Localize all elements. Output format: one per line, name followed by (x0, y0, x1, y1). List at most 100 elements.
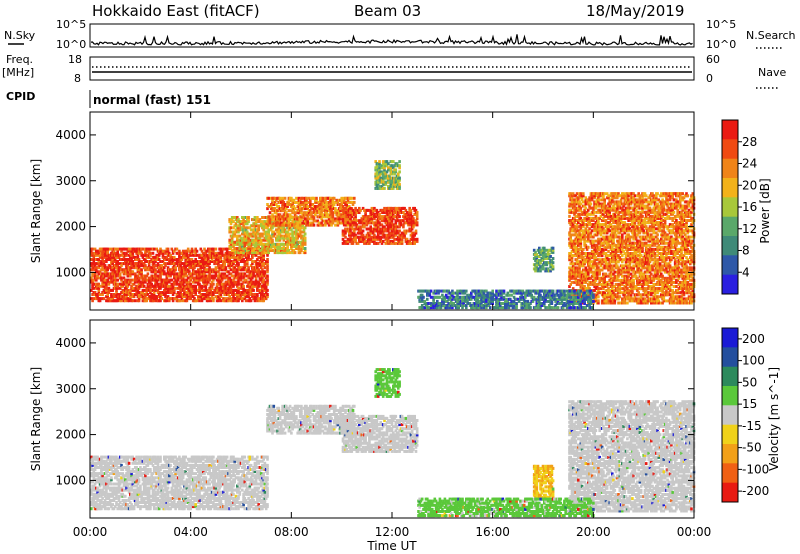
data-cell (322, 205, 326, 208)
data-cell (202, 295, 205, 299)
cpid-label: CPID (6, 90, 35, 103)
data-cell (197, 297, 200, 301)
data-cell (131, 260, 135, 263)
data-cell (189, 286, 192, 290)
data-cell (383, 233, 386, 237)
data-cell (248, 272, 252, 276)
data-cell (202, 288, 205, 292)
data-cell (248, 251, 252, 255)
data-cell (214, 251, 218, 255)
data-cell (100, 260, 103, 263)
data-cell (291, 223, 294, 227)
data-cell (150, 293, 153, 296)
data-cell (345, 203, 348, 206)
data-cell (393, 208, 396, 212)
data-cell (251, 255, 254, 259)
data-cell (603, 198, 606, 202)
data-cell (412, 225, 415, 229)
data-cell (224, 297, 228, 301)
data-cell (175, 262, 179, 266)
data-cell (157, 266, 161, 270)
data-cell (161, 260, 165, 263)
data-cell (307, 196, 311, 200)
data-cell (101, 293, 104, 296)
data-cell (242, 249, 245, 252)
data-cell (147, 247, 151, 251)
data-cell (93, 247, 97, 251)
data-cell (105, 258, 108, 261)
data-cell (91, 247, 94, 251)
data-cell (403, 229, 406, 233)
data-cell (248, 242, 252, 246)
data-cell (214, 295, 218, 299)
data-cell (169, 291, 172, 294)
data-cell (110, 253, 113, 257)
data-cell (225, 255, 229, 259)
data-cell (594, 239, 598, 243)
data-cell (202, 260, 205, 263)
data-cell (184, 272, 187, 276)
data-cell (312, 211, 316, 215)
data-cell (375, 208, 379, 212)
data-cell (395, 217, 399, 221)
data-cell (179, 260, 182, 263)
data-cell (340, 207, 343, 211)
data-cell (303, 251, 307, 255)
data-cell (181, 282, 185, 286)
data-cell (106, 268, 109, 272)
data-cell (154, 260, 157, 263)
data-cell (161, 249, 165, 253)
data-cell (129, 278, 132, 282)
data-cell (293, 215, 297, 219)
data-cell (236, 295, 239, 299)
data-cell (287, 249, 291, 252)
data-cell (151, 288, 155, 292)
data-cell (283, 203, 287, 206)
data-cell (262, 249, 265, 252)
data-cell (156, 291, 160, 294)
data-cell (157, 251, 161, 255)
data-cell (291, 230, 294, 234)
data-cell (305, 223, 308, 227)
data-cell (200, 253, 204, 257)
data-cell (325, 207, 328, 211)
data-cell (202, 258, 205, 261)
data-cell (223, 272, 226, 276)
data-cell (290, 247, 293, 250)
data-cell (116, 278, 119, 282)
data-cell (95, 251, 98, 255)
data-cell (173, 270, 176, 274)
data-cell (122, 272, 126, 276)
data-cell (394, 233, 398, 237)
data-cell (97, 260, 101, 263)
data-cell (380, 223, 384, 227)
data-cell (189, 262, 192, 266)
data-cell (295, 244, 298, 248)
data-cell (300, 236, 303, 240)
data-cell (156, 288, 160, 292)
data-cell (371, 208, 375, 212)
data-cell (336, 223, 340, 227)
data-cell (267, 228, 270, 232)
data-cell (136, 253, 140, 257)
data-cell (361, 206, 365, 210)
data-cell (327, 223, 331, 227)
data-cell (191, 276, 195, 280)
data-cell (374, 215, 377, 219)
data-cell (242, 218, 245, 222)
data-cell (204, 262, 208, 266)
data-cell (298, 207, 302, 211)
data-cell (233, 247, 236, 250)
data-cell (212, 297, 215, 301)
data-cell (139, 249, 142, 253)
data-cell (258, 236, 262, 240)
data-cell (253, 284, 257, 288)
data-cell (137, 251, 141, 255)
data-cell (105, 255, 108, 259)
data-cell (98, 297, 102, 301)
data-cell (186, 295, 190, 299)
data-cell (236, 240, 239, 244)
data-cell (242, 253, 245, 257)
data-cell (381, 208, 385, 212)
data-cell (296, 232, 299, 236)
